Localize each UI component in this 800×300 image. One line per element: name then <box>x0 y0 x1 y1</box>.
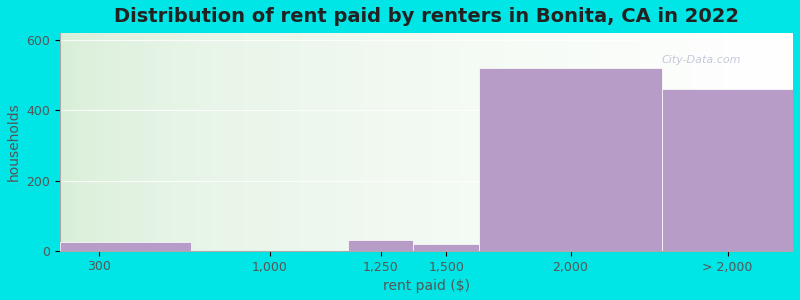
Text: City-Data.com: City-Data.com <box>661 55 741 65</box>
Title: Distribution of rent paid by renters in Bonita, CA in 2022: Distribution of rent paid by renters in … <box>114 7 739 26</box>
Bar <box>60 242 191 251</box>
Bar <box>479 68 662 251</box>
Bar <box>348 240 414 251</box>
Y-axis label: households: households <box>7 103 21 181</box>
Bar <box>662 89 793 251</box>
Bar <box>414 244 479 251</box>
X-axis label: rent paid ($): rent paid ($) <box>383 279 470 293</box>
